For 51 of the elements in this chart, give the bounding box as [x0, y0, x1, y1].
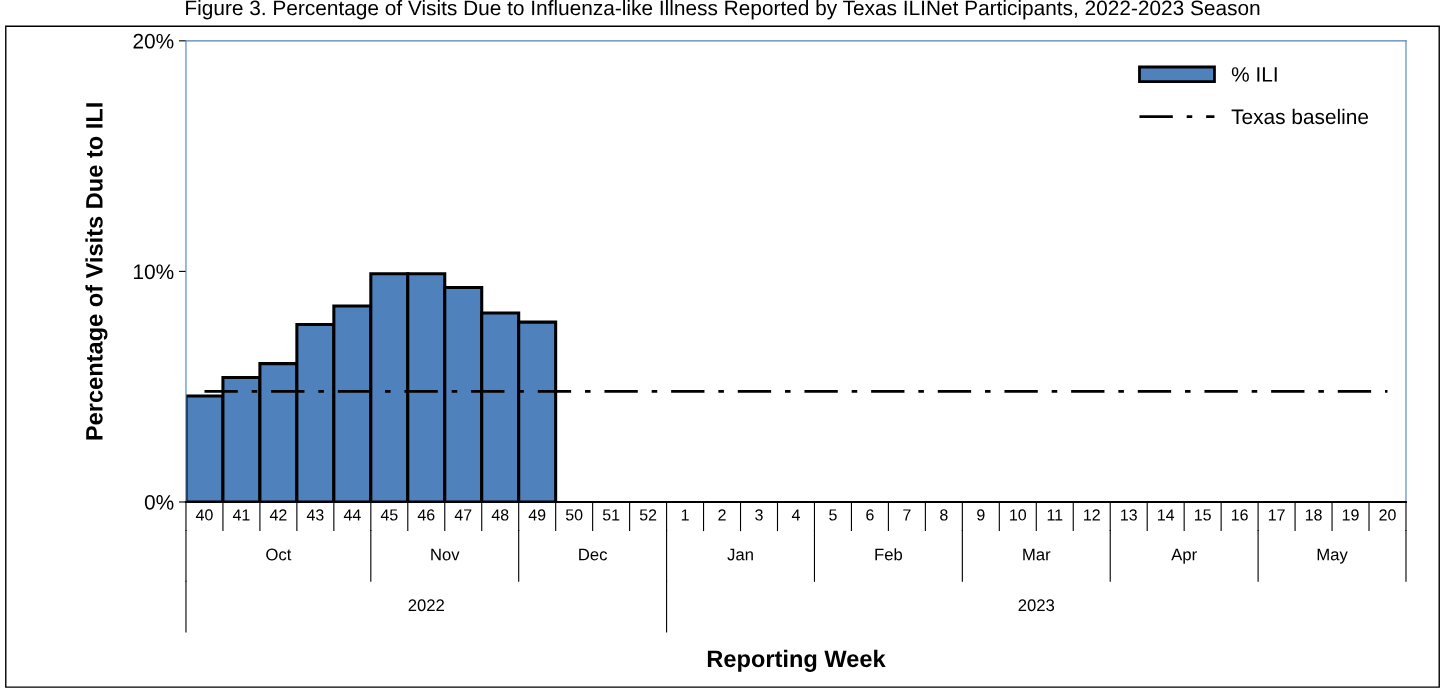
- x-tick-label: 7: [903, 509, 911, 521]
- x-tick-label: 45: [380, 509, 398, 521]
- x-tick-label: 18: [1305, 509, 1322, 521]
- legend-label: Texas baseline: [1231, 108, 1369, 125]
- x-tick-label: 13: [1121, 509, 1137, 521]
- x-tick-label: 52: [639, 509, 657, 521]
- x-tick-label: 16: [1231, 509, 1248, 521]
- text: Jan: [727, 548, 753, 561]
- x-tick-label: 20: [1379, 509, 1396, 521]
- x-tick-label: 17: [1268, 509, 1285, 521]
- x-tick-label: 49: [528, 509, 546, 521]
- x-tick-label: 2: [718, 509, 726, 521]
- x-tick-label: 50: [565, 509, 583, 521]
- x-tick-label: 4: [791, 509, 800, 521]
- x-tick-label: 19: [1342, 509, 1359, 521]
- legend-label: % ILI: [1231, 67, 1277, 82]
- text: May: [1317, 548, 1348, 564]
- text: Reporting Week: [707, 649, 886, 672]
- text: Dec: [579, 548, 608, 561]
- x-tick-label: 41: [232, 509, 250, 521]
- x-tick-label: 40: [195, 509, 213, 521]
- x-tick-label: 14: [1158, 509, 1175, 521]
- text: 2023: [1018, 599, 1055, 612]
- x-tick-label: 12: [1084, 509, 1100, 521]
- x-tick-label: 44: [343, 509, 361, 521]
- x-tick-label: 46: [417, 509, 435, 521]
- x-tick-label: 5: [829, 509, 837, 521]
- x-tick-label: 1: [681, 509, 689, 521]
- text: Feb: [875, 548, 903, 561]
- text: Nov: [431, 548, 460, 561]
- y-tick-label: 10%: [134, 264, 174, 280]
- x-tick-label: 10: [1010, 509, 1027, 521]
- x-tick-label: 43: [306, 509, 324, 521]
- x-tick-label: 42: [269, 509, 287, 521]
- x-tick-label: 48: [491, 509, 509, 521]
- y-tick-label: 20%: [133, 33, 174, 49]
- x-tick-label: 9: [977, 509, 985, 521]
- text: Apr: [1171, 548, 1197, 564]
- text: Mar: [1023, 548, 1051, 561]
- y-tick-label: 0%: [144, 494, 174, 510]
- x-tick-label: 51: [602, 509, 620, 521]
- x-tick-label: 8: [940, 509, 948, 521]
- x-tick-label: 3: [755, 509, 763, 521]
- text: 2022: [408, 599, 444, 612]
- x-tick-label: 11: [1047, 509, 1063, 521]
- x-tick-label: 47: [454, 509, 472, 521]
- x-tick-label: 15: [1194, 509, 1211, 521]
- text: Oct: [266, 548, 292, 561]
- x-tick-label: 6: [866, 509, 874, 521]
- y-axis-title: Percentage of Visits Due to ILI: [85, 103, 108, 440]
- chart-title: Figure 3. Percentage of Visits Due to Influenza-like Illness Reported by Texas ILINet Participants, 2022-2023 Season: [186, 0, 1260, 20]
